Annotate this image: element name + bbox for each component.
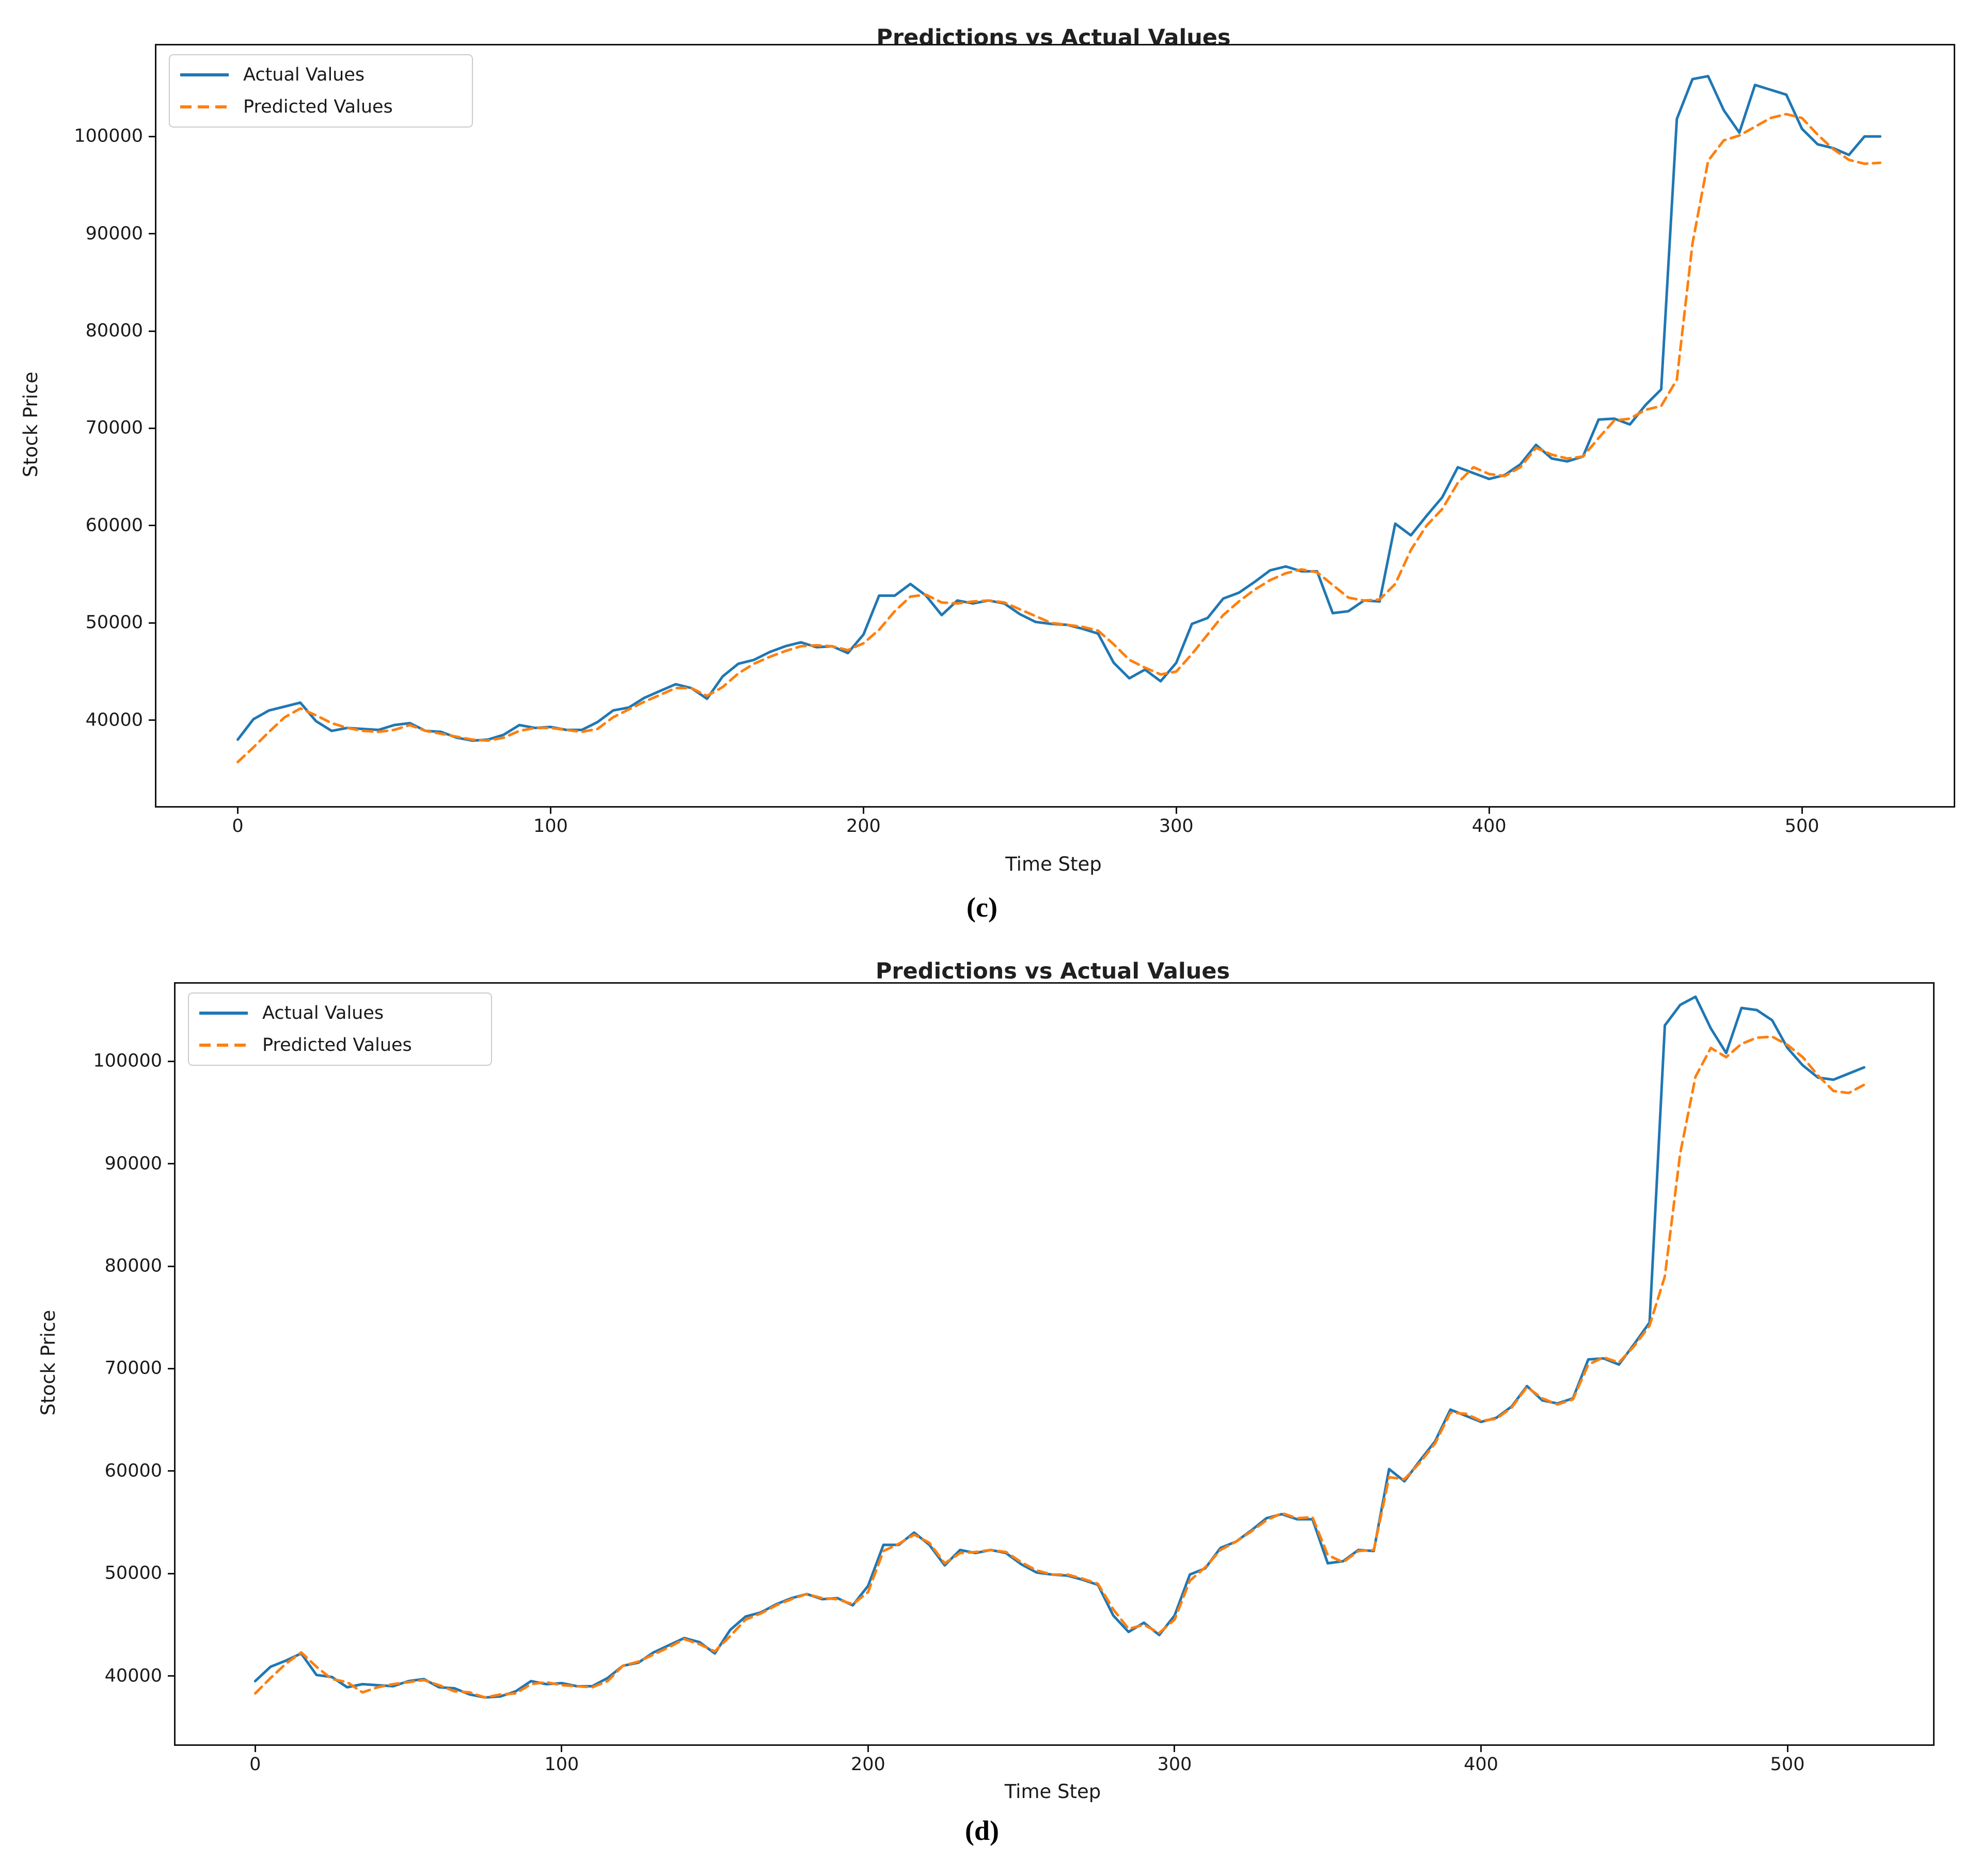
y-tick-mark xyxy=(149,719,156,721)
y-tick-mark xyxy=(149,135,156,137)
subfigure-caption-c: (c) xyxy=(967,892,997,923)
x-tick-label: 0 xyxy=(249,1754,261,1775)
y-tick-mark xyxy=(168,1675,176,1677)
series-svg-c xyxy=(236,75,1882,764)
y-tick-mark xyxy=(168,1367,176,1369)
plot-area-c: Actual Values Predicted Values 0 100 200 30… xyxy=(74,44,1955,835)
x-tick-mark xyxy=(561,1744,563,1752)
y-tick-mark xyxy=(149,233,156,235)
x-tick-label: 400 xyxy=(1464,1754,1498,1775)
actual-line-swatch xyxy=(199,1012,248,1015)
y-tick-label: 100000 xyxy=(74,125,143,147)
x-tick-mark xyxy=(1174,1744,1176,1752)
y-tick-label: 90000 xyxy=(104,1153,162,1174)
legend-item-actual: Actual Values xyxy=(199,1002,481,1024)
legend-item-predicted: Predicted Values xyxy=(199,1034,481,1057)
chart-title-c: Predictions vs Actual Values xyxy=(876,24,1231,51)
y-tick-label: 70000 xyxy=(104,1358,162,1379)
x-tick-mark xyxy=(1786,1744,1788,1752)
x-tick-label: 0 xyxy=(232,816,244,837)
x-tick-label: 200 xyxy=(851,1754,885,1775)
x-tick-mark xyxy=(862,806,864,814)
y-tick-label: 40000 xyxy=(85,710,143,731)
predicted-series-line xyxy=(254,1035,1865,1699)
x-tick-mark xyxy=(549,806,551,814)
legend-label-predicted: Predicted Values xyxy=(262,1035,412,1055)
y-tick-mark xyxy=(168,1265,176,1267)
legend-label-actual: Actual Values xyxy=(262,1003,384,1023)
x-tick-mark xyxy=(1175,806,1177,814)
y-tick-label: 50000 xyxy=(85,612,143,633)
y-tick-label: 100000 xyxy=(93,1050,162,1071)
y-tick-mark xyxy=(168,1163,176,1165)
y-tick-label: 80000 xyxy=(85,320,143,341)
x-tick-label: 500 xyxy=(1784,816,1819,837)
x-tick-mark xyxy=(1488,806,1490,814)
y-tick-mark xyxy=(149,525,156,527)
y-tick-label: 60000 xyxy=(85,515,143,536)
y-tick-label: 50000 xyxy=(104,1563,162,1584)
y-tick-label: 70000 xyxy=(85,417,143,438)
x-tick-mark xyxy=(867,1744,869,1752)
legend-c: Actual Values Predicted Values xyxy=(169,54,473,128)
predicted-series-line xyxy=(236,113,1882,764)
y-tick-label: 60000 xyxy=(104,1460,162,1481)
y-tick-mark xyxy=(168,1060,176,1062)
x-tick-mark xyxy=(237,806,239,814)
y-tick-label: 90000 xyxy=(85,223,143,244)
x-tick-mark xyxy=(254,1744,256,1752)
x-tick-label: 100 xyxy=(533,816,568,837)
x-axis-label-d: Time Step xyxy=(1004,1780,1101,1803)
x-tick-label: 100 xyxy=(544,1754,579,1775)
y-tick-mark xyxy=(168,1572,176,1574)
legend-label-predicted: Predicted Values xyxy=(243,97,393,117)
actual-series-line xyxy=(254,995,1865,1699)
y-tick-mark xyxy=(149,427,156,429)
x-tick-label: 500 xyxy=(1770,1754,1805,1775)
y-axis-label-c: Stock Price xyxy=(20,371,42,478)
y-tick-mark xyxy=(168,1470,176,1472)
legend-item-predicted: Predicted Values xyxy=(180,96,462,118)
predicted-line-swatch xyxy=(199,1044,248,1047)
plot-area-d: Actual Values Predicted Values 0 100 200 30… xyxy=(93,982,1935,1774)
y-tick-label: 80000 xyxy=(104,1255,162,1276)
x-tick-label: 200 xyxy=(846,816,881,837)
subfigure-caption-d: (d) xyxy=(965,1815,999,1846)
y-tick-mark xyxy=(149,622,156,624)
legend-item-actual: Actual Values xyxy=(180,64,462,86)
x-tick-label: 300 xyxy=(1157,1754,1192,1775)
y-tick-mark xyxy=(149,330,156,332)
chart-title-d: Predictions vs Actual Values xyxy=(875,958,1230,984)
x-tick-label: 400 xyxy=(1471,816,1507,837)
actual-series-line xyxy=(236,75,1882,742)
legend-d: Actual Values Predicted Values xyxy=(188,992,492,1066)
x-axis-label-c: Time Step xyxy=(1005,853,1102,875)
y-tick-label: 40000 xyxy=(104,1665,162,1686)
predicted-line-swatch xyxy=(180,105,229,108)
x-tick-mark xyxy=(1801,806,1803,814)
series-svg-d xyxy=(254,995,1865,1699)
actual-line-swatch xyxy=(180,73,229,76)
legend-label-actual: Actual Values xyxy=(243,65,365,85)
x-tick-label: 300 xyxy=(1159,816,1194,837)
x-tick-mark xyxy=(1480,1744,1482,1752)
y-axis-label-d: Stock Price xyxy=(37,1310,59,1416)
